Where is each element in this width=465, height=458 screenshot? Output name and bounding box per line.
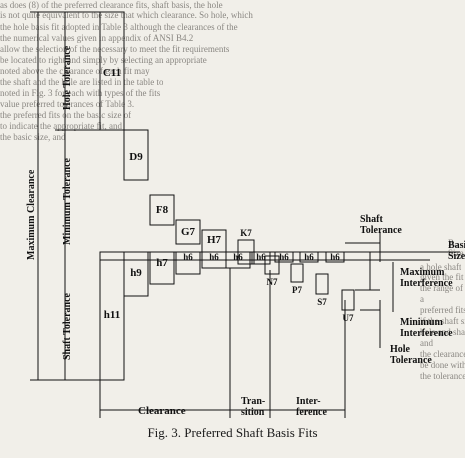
hole-box-label: H7 xyxy=(207,234,222,246)
background-text-line: B xyxy=(448,238,455,248)
shaft-box-h6-c xyxy=(225,251,251,269)
background-text-line: as does (8) of the preferred clearance f… xyxy=(0,0,223,10)
hole-box-s7 xyxy=(315,273,329,295)
background-text-line: the tolerance range xyxy=(420,371,465,381)
shaft-box-label: h6 xyxy=(279,252,289,262)
hole-box-label: G7 xyxy=(181,226,196,238)
background-text-line: noted above the clearance of each fit ma… xyxy=(0,66,150,76)
background-text-line: given the fit xyxy=(420,272,464,282)
transition-label: Tran-sition xyxy=(241,396,265,418)
maximum-interference-label: Maximum Interference xyxy=(400,267,453,289)
minimum-interference-label: Minimum Interference xyxy=(400,317,453,339)
background-text-line: to indicate the appropriate fit, and xyxy=(0,121,122,131)
background-text-line: noted in Fig. 3 for each with types of t… xyxy=(0,88,161,98)
background-text-line: be done within 100 mm xyxy=(420,360,465,370)
hole-box-g7 xyxy=(175,219,201,245)
hole-box-u7 xyxy=(341,289,355,311)
background-text-line: and xyxy=(420,338,433,348)
shaft-tolerance-right-label: Shaft Tolerance xyxy=(360,214,402,236)
hole-box-label: D9 xyxy=(129,151,143,163)
background-text-line: if the shaft size xyxy=(420,316,465,326)
background-text-line: the preferred fits on the basic size of xyxy=(0,110,132,120)
figure-caption: Fig. 3. Preferred Shaft Basis Fits xyxy=(147,425,318,440)
shaft-box-label: h6 xyxy=(330,252,340,262)
background-text-line: the shaft and the hole are listed in the… xyxy=(0,77,164,87)
background-text-line: allow the selection of the necessary to … xyxy=(0,44,230,54)
shaft-box-h6-f xyxy=(299,251,319,263)
shaft-box-label: h9 xyxy=(130,267,142,279)
minimum-tolerance-label: Minimum Tolerance xyxy=(62,157,73,245)
shaft-box-label: h11 xyxy=(104,309,121,321)
shaft-box-h9 xyxy=(123,251,149,297)
background-text-line: hole and shaft limit xyxy=(420,327,465,337)
hole-box-label: K7 xyxy=(240,228,252,238)
shaft-box-h6-g xyxy=(325,251,345,263)
hole-box-label: P7 xyxy=(292,285,302,295)
hole-box-f8 xyxy=(149,194,175,226)
shaft-box-h11 xyxy=(99,251,125,381)
background-text-line: the clearance xyxy=(420,349,465,359)
background-text-line: a xyxy=(420,294,424,304)
hole-box-d9 xyxy=(123,129,149,181)
shaft-box-label: h6 xyxy=(256,252,266,262)
hole-box-n7 xyxy=(264,255,280,275)
hole-tolerance-label: Hole Tolerance xyxy=(62,45,73,110)
shaft-box-h6-d xyxy=(251,251,271,265)
shaft-box-label: h6 xyxy=(304,252,314,262)
background-text-line: is not quite equivalent to the size that… xyxy=(0,10,253,20)
background-text-line: a hole shaft xyxy=(420,262,462,272)
background-text-line: the hole basis fit adopted in Table 3 al… xyxy=(0,22,238,32)
shaft-box-label: h6 xyxy=(233,252,243,262)
shaft-tolerance-label: Shaft Tolerance xyxy=(62,292,73,360)
background-text-line: value preferred tolerances of Table 3. xyxy=(0,99,135,109)
background-text-line: the basic size, and xyxy=(0,132,66,142)
maximum-clearance-label: Maximum Clearance xyxy=(26,169,37,260)
shaft-box-label: h6 xyxy=(183,252,193,262)
hole-box-p7 xyxy=(290,263,304,283)
shaft-box-h7 xyxy=(149,251,175,285)
background-text-line: Size xyxy=(448,248,464,258)
background-text-line: the range of 40 mm xyxy=(420,283,465,293)
background-text-line: preferred fits is available xyxy=(420,305,465,315)
shaft-box-h6-a xyxy=(175,251,201,275)
background-text-line: be located to right and simply by select… xyxy=(0,55,207,65)
interference-label: Inter-ference xyxy=(296,396,327,418)
hole-box-label: S7 xyxy=(317,297,327,307)
background-text-line: the numerical values given in appendix o… xyxy=(0,33,194,43)
hole-box-label: C11 xyxy=(103,67,121,79)
clearance-label: Clearance xyxy=(138,405,186,417)
hole-tolerance-right-label: Hole Tolerance xyxy=(390,344,432,366)
shaft-box-h6-e xyxy=(274,251,294,263)
hole-box-label: F8 xyxy=(156,204,169,216)
hole-box-label: U7 xyxy=(343,313,354,323)
shaft-box-label: h6 xyxy=(209,252,219,262)
shaft-box-label: h7 xyxy=(156,257,168,269)
hole-box-c11 xyxy=(99,11,125,131)
hole-box-label: N7 xyxy=(267,277,278,287)
basic-size-label: BasicSize xyxy=(448,240,465,262)
